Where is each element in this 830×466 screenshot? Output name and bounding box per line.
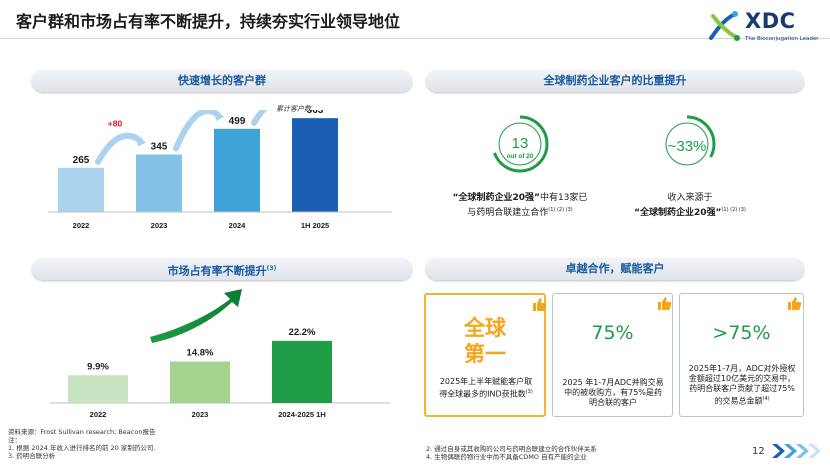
xdc-logo-icon [709,11,740,41]
ring2-description: 收入来源于 “全球制药企业20强”(1) (2) (3) [610,192,770,219]
ring2-text-line1: 收入来源于 [667,193,713,203]
market-share-value: 14.8% [187,348,214,359]
growth-arrow-icon [251,110,268,126]
footnote-3: 3. 药明合联分析 [8,452,56,460]
footnote-1: 1. 根据 2024 年收入进行排名的前 20 家制药公司. [8,444,156,452]
growth-arrowhead-icon [136,134,146,147]
ring2-text-bold: “全球制药企业20强” [634,208,722,218]
card-big-text: 75% [591,322,634,344]
card-global-first: 全球 第一 2025年上半年赋能客户取得全球最多的IND获批数(3) [424,293,547,417]
card-description: 2025 年1-7月ADC并购交易中的被收购方，有75%是药明合联的客户 [561,378,665,408]
page-title: 客户群和市场占有率不断提升，持续夯实行业领导地位 [16,12,401,31]
thumbs-up-icon [533,298,547,311]
footnote-source: 资料来源：Frost Sullivan research; Beacon报告 [8,428,156,436]
market-share-category-label: 2024-2025 1H [278,410,326,419]
section-band-market-share: 市场占有率不断提升(3) [32,258,412,280]
section-band-partnership: 卓越合作，赋能客户 [426,258,804,280]
market-share-category-label: 2022 [90,410,107,419]
band-title: 全球制药企业客户的比重提升 [543,74,687,87]
card-note: (3) [525,389,533,395]
chart-caption: 累计客户数 [276,105,311,113]
market-share-bar [170,361,230,403]
customer-bar-value: 265 [73,155,90,166]
trend-arrow-icon [150,289,242,343]
customer-category-label: 2023 [151,221,168,230]
card-description-text: 2025年1-7月，ADC对外授权金额超过10亿美元的交易中，药明合联客户贡献了… [688,364,796,406]
logo-text: XDC [745,9,796,33]
market-share-bar [68,375,128,403]
logo-subtitle: The Bioconjugation Leader [745,36,819,42]
footnotes-right: 2. 通过自身或其收购的公司与药明合联建立的合作伙伴关系 4. 生物偶联药物行业… [426,445,597,461]
card-big-text: 全球 第一 [464,316,506,366]
customer-bar [292,118,338,212]
card-description-text: 2025 年1-7月ADC并购交易中的被收购方，有75%是药明合联的客户 [562,378,664,407]
ring1-sub: out of 20 [506,153,533,160]
ring1-text-rest: 中有13家已 [539,193,588,203]
customer-bar-value: 345 [151,142,168,153]
ring-13-of-20: 13 out of 20 [491,115,549,173]
footnote-label: 注： [8,436,21,444]
footnote-2: 2. 通过自身或其收购的公司与药明合联建立的合作伙伴关系 [426,445,597,453]
decorative-chevrons-icon [772,444,821,458]
footnote-4: 4. 生物偶联药物行业中尚不具备CDMO 自有产能的企业 [426,453,587,461]
ring-33-percent: ~33% [658,115,716,173]
market-share-value: 9.9% [87,361,109,372]
ring1-notes: (1) (2) (3) [548,207,573,213]
growth-arrowhead-icon [214,110,224,121]
ring1-description: “全球制药企业20强”中有13家已 与药明合联建立合作(1) (2) (3) [440,192,600,219]
increment-label: +80 [108,119,123,129]
customer-bar-value: 499 [229,116,246,127]
card-over-75-percent: >75% 2025年1-7月，ADC对外授权金额超过10亿美元的交易中，药明合联… [679,293,804,417]
band-title: 市场占有率不断提升 [167,264,267,278]
customer-bar [58,167,104,212]
card-big-text: >75% [712,322,771,344]
company-logo: XDC The Bioconjugation Leader [705,8,819,48]
card-description: 2025年上半年赋能客户取得全球最多的IND获批数(3) [438,377,534,400]
growth-arrow-icon [95,132,143,165]
section-band-customer-growth: 快速增长的客户群 [32,70,412,92]
thumbs-up-icon [658,297,672,310]
growth-arrow-icon [173,110,221,152]
customer-category-label: 1H 2025 [301,221,329,230]
customer-category-label: 2022 [73,221,90,230]
market-share-bar [272,340,332,403]
customer-bar [214,128,260,212]
ring1-text-line2: 与药明合联建立合作 [467,208,549,218]
band-title: 快速增长的客户群 [178,74,266,87]
page-number: 12 [752,446,765,457]
section-band-pharma-share: 全球制药企业客户的比重提升 [426,70,804,92]
ring1-value: 13 [512,135,529,152]
ring2-value: ~33% [668,138,707,155]
band-note: (3) [266,265,277,272]
card-75-percent: 75% 2025 年1-7月ADC并购交易中的被收购方，有75%是药明合联的客户 [552,293,673,417]
title-divider [0,38,830,39]
market-share-chart: 9.9% 2022 14.8% 2023 22.2% 2024-2025 1H [50,289,390,419]
band-title: 卓越合作，赋能客户 [565,262,665,275]
thumbs-up-icon [788,297,802,310]
customer-category-label: 2024 [229,221,247,230]
ring2-notes: (1) (2) (3) [721,207,746,213]
customer-bar [136,154,182,212]
ring1-text-bold: “全球制药企业20强” [452,193,540,203]
card-note: (4) [762,396,770,402]
customer-bar-value: 563 [307,110,324,116]
market-share-value: 22.2% [289,327,316,338]
footnotes-left: 资料来源：Frost Sullivan research; Beacon报告 注… [8,428,155,460]
market-share-category-label: 2023 [192,410,209,419]
card-description-text: 2025年上半年赋能客户取得全球最多的IND获批数 [439,377,533,399]
card-description: 2025年1-7月，ADC对外授权金额超过10亿美元的交易中，药明合联客户贡献了… [686,364,798,407]
